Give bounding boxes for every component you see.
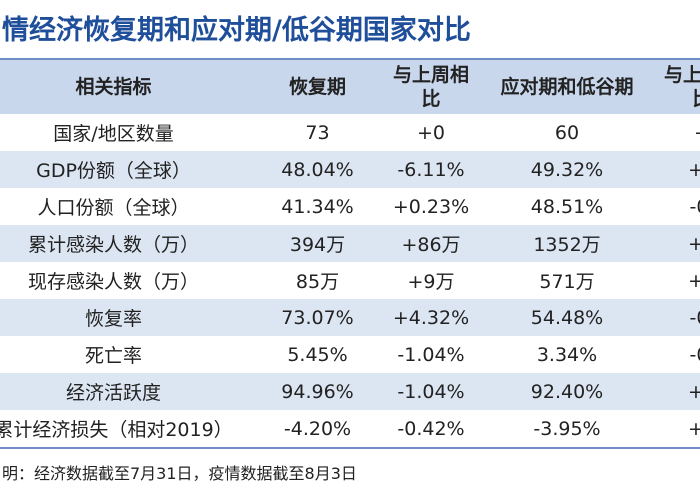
title: 情经济恢复期和应对期/低谷期国家对比 [2,15,471,46]
header-cell: 相关指标 [0,58,245,114]
table-cell: 累计经济损失（相对2019） [0,410,245,449]
table-cell: 1352万 [472,225,662,262]
table-cell: +0.23% [392,195,470,218]
table-cell: -0. [662,299,700,336]
table-row: 累计经济损失（相对2019）-4.20%-0.42%-3.95%+0 [0,410,700,449]
table-cell: 死亡率 [84,345,142,367]
table-cell: 恢复率 [0,299,245,336]
header-cell: 与上周相比 [662,58,700,114]
header-cell: 与上周相比 [390,58,472,114]
table-cell: +0 [416,121,445,144]
table-cell: 现存感染人数（万） [27,271,199,293]
table-cell: GDP份额（全球） [0,151,245,188]
table-row: 人口份额（全球） 41.34% +0.23% 48.51% -0. [0,188,700,225]
table-cell: -1.04% [397,343,465,366]
table-row: 死亡率 5.45% -1.04% 3.34% -0. [0,336,700,373]
table-cell: +9万 [407,271,455,293]
table-cell: 394万 [245,225,390,262]
table-cell: 73 [305,121,330,144]
table-cell: -0.42% [390,410,472,449]
header-cell: 恢复期 [245,58,390,114]
table-cell: +0 [662,373,700,410]
table-cell: 94.96% [245,373,390,410]
table-cell: 49.32% [472,151,662,188]
table-cell: +6 [662,151,700,188]
table-cell: -3.95% [472,410,662,449]
header-row: 相关指标恢复期与上周相比应对期和低谷期与上周相比 [0,58,700,114]
table-cell: 经济活跃度 [0,373,245,410]
header-cell: 应对期和低谷期 [472,58,662,114]
table-cell: -1.04% [390,373,472,410]
table-cell: 48.04% [245,151,390,188]
table: 相关指标恢复期与上周相比应对期和低谷期与上周相比 国家/地区数量73+060+G… [0,58,700,449]
table-cell: 73.07% [245,299,390,336]
table-cell: 571万 [539,271,595,293]
table-cell: -4.20% [245,410,390,449]
footnote: 明：经济数据截至7月31日，疫情数据截至8月3日 [2,464,357,483]
table-cell: 3.34% [536,343,598,366]
table-cell: + [662,114,700,151]
table-cell: 41.34% [281,195,354,218]
table-cell: 85万 [295,271,340,293]
table-cell: -6.11% [390,151,472,188]
table-cell: +3 [687,269,700,292]
table-cell: +9 [662,225,700,262]
table-cell: -0. [689,195,700,218]
table-cell: 人口份额（全球） [37,197,190,219]
table-cell: +4.32% [390,299,472,336]
table-cell: 92.40% [472,373,662,410]
table-cell: -0. [689,343,700,366]
table-cell: +86万 [390,225,472,262]
table-cell: 48.51% [530,195,604,218]
table-row: 国家/地区数量 73 +0 60 + [0,114,700,151]
table-row: 现存感染人数（万） 85万 +9万 571万 +3 [0,262,700,299]
table-cell: 54.48% [472,299,662,336]
table-cell: 国家/地区数量 [53,123,174,145]
table-cell: 5.45% [287,343,348,366]
table-row: GDP份额（全球）48.04%-6.11%49.32%+6 [0,151,700,188]
table-cell: +0 [662,410,700,449]
table-cell: 累计感染人数（万） [0,225,245,262]
table-cell: 60 [554,121,580,144]
